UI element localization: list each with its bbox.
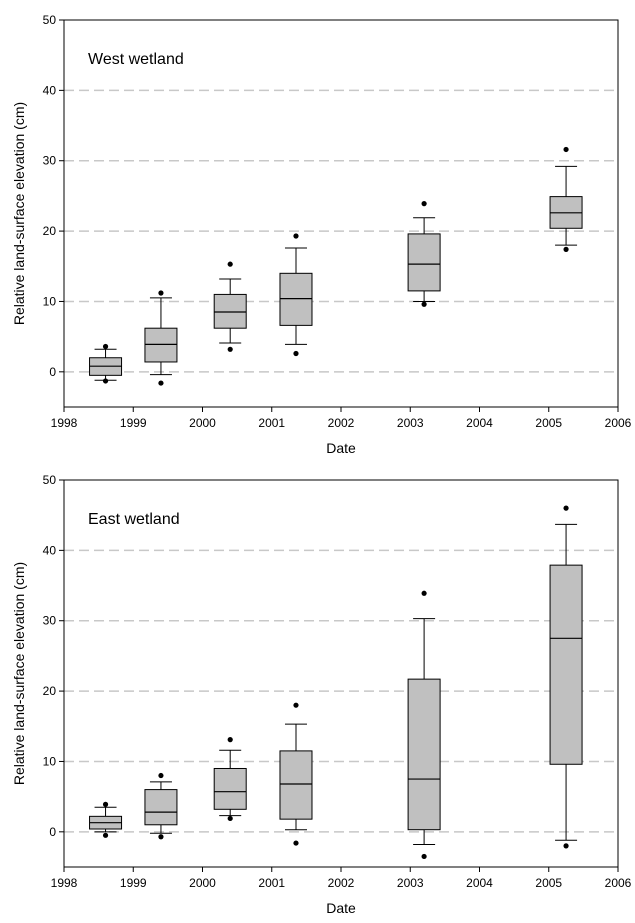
x-tick-label: 2002 bbox=[328, 876, 355, 890]
panel-label: East wetland bbox=[88, 511, 180, 528]
box-3 bbox=[213, 261, 247, 352]
outlier-point bbox=[158, 772, 164, 779]
y-axis-title: Relative land-surface elevation (cm) bbox=[11, 562, 27, 785]
y-tick-label: 50 bbox=[43, 473, 57, 487]
y-tick-label: 40 bbox=[43, 543, 57, 557]
chart-panel-2: 0 10 20 30 40 50 1998 1999 2000 2001 2002 2003 2004 2… bbox=[11, 473, 632, 916]
outlier-point bbox=[158, 290, 164, 296]
x-tick-label: 1999 bbox=[120, 416, 147, 430]
x-tick-label: 2005 bbox=[535, 416, 562, 430]
y-tick-label: 20 bbox=[43, 684, 57, 698]
y-tick-label: 30 bbox=[43, 154, 57, 168]
y-tick-label: 50 bbox=[43, 13, 57, 27]
outlier-point bbox=[563, 146, 569, 153]
outlier-point bbox=[227, 737, 233, 743]
outlier-point bbox=[563, 246, 569, 252]
y-tick-label: 0 bbox=[49, 825, 56, 839]
y-tick-label: 10 bbox=[43, 754, 57, 768]
box-2 bbox=[144, 772, 178, 840]
y-tick-label: 0 bbox=[49, 365, 56, 379]
outlier-point bbox=[421, 301, 427, 307]
outlier-point bbox=[293, 702, 299, 708]
x-tick-label: 2000 bbox=[189, 876, 216, 890]
x-tick-label: 2003 bbox=[397, 416, 424, 430]
y-tick-label: 20 bbox=[43, 224, 57, 238]
iqr-box bbox=[213, 767, 247, 810]
y-tick-label: 30 bbox=[43, 614, 57, 628]
box-4 bbox=[279, 702, 313, 846]
box-1 bbox=[89, 801, 123, 838]
outlier-point bbox=[227, 815, 233, 822]
iqr-box bbox=[144, 789, 178, 826]
y-axis-title: Relative land-surface elevation (cm) bbox=[11, 102, 27, 325]
chart-panel-1: 0 10 20 30 40 50 1998 1999 2000 2001 2002 2003 2004 2… bbox=[11, 13, 632, 456]
outlier-point bbox=[563, 843, 569, 849]
outlier-point bbox=[421, 853, 427, 860]
box-5 bbox=[407, 201, 441, 307]
x-tick-label: 2002 bbox=[328, 416, 355, 430]
outlier-point bbox=[421, 590, 427, 596]
box-1 bbox=[89, 343, 123, 384]
outlier-point bbox=[102, 343, 109, 350]
y-tick-label: 40 bbox=[43, 83, 57, 97]
outlier-point bbox=[227, 346, 233, 352]
outlier-point bbox=[293, 840, 299, 846]
outlier-point bbox=[158, 834, 164, 840]
outlier-point bbox=[293, 350, 299, 357]
outlier-point bbox=[421, 201, 427, 207]
outlier-point bbox=[293, 233, 299, 239]
outlier-point bbox=[102, 801, 109, 807]
iqr-box bbox=[279, 272, 313, 326]
x-tick-label: 2005 bbox=[535, 876, 562, 890]
x-tick-label: 2000 bbox=[189, 416, 216, 430]
outlier-point bbox=[102, 832, 109, 838]
x-axis-title: Date bbox=[326, 900, 356, 916]
outlier-point bbox=[158, 380, 164, 386]
box-6 bbox=[549, 146, 583, 252]
panel-label: West wetland bbox=[88, 51, 184, 68]
x-tick-label: 2001 bbox=[258, 416, 285, 430]
x-tick-label: 2006 bbox=[605, 876, 632, 890]
x-tick-label: 2003 bbox=[397, 876, 424, 890]
iqr-box bbox=[144, 327, 178, 363]
y-tick-label: 10 bbox=[43, 294, 57, 308]
iqr-box bbox=[407, 233, 441, 292]
outlier-point bbox=[563, 505, 569, 511]
x-tick-label: 2006 bbox=[605, 416, 632, 430]
iqr-box bbox=[549, 564, 583, 765]
outlier-point bbox=[102, 378, 109, 384]
box-6 bbox=[549, 505, 583, 849]
x-tick-label: 1998 bbox=[51, 416, 78, 430]
x-tick-label: 1998 bbox=[51, 876, 78, 890]
iqr-box bbox=[407, 678, 441, 831]
box-4 bbox=[279, 233, 313, 357]
box-5 bbox=[407, 590, 441, 860]
iqr-box bbox=[213, 293, 247, 329]
iqr-box bbox=[279, 750, 313, 820]
outlier-point bbox=[227, 261, 233, 267]
x-axis-title: Date bbox=[326, 440, 356, 456]
x-tick-label: 1999 bbox=[120, 876, 147, 890]
x-tick-label: 2004 bbox=[466, 416, 493, 430]
box-3 bbox=[213, 737, 247, 822]
x-tick-label: 2001 bbox=[258, 876, 285, 890]
box-2 bbox=[144, 290, 178, 386]
x-tick-label: 2004 bbox=[466, 876, 493, 890]
